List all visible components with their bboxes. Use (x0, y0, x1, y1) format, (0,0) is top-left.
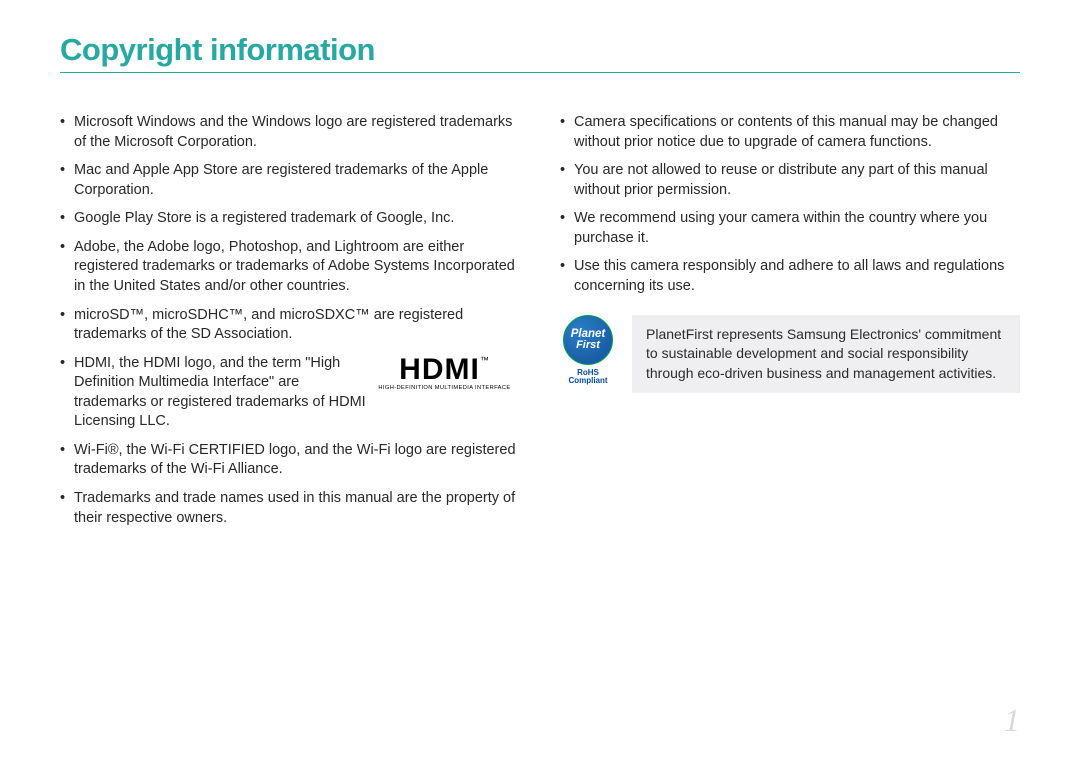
list-item: Camera specifications or contents of thi… (560, 113, 1020, 152)
list-item: Adobe, the Adobe logo, Photoshop, and Li… (60, 238, 520, 297)
list-item: Microsoft Windows and the Windows logo a… (60, 113, 520, 152)
badge-text-bottom: First (576, 340, 600, 350)
callout-text-box: PlanetFirst represents Samsung Electroni… (632, 315, 1020, 394)
badge-column: Planet First RoHS Compliant (560, 315, 616, 394)
list-item: Use this camera responsibly and adhere t… (560, 257, 1020, 296)
rohs-line2: Compliant (568, 377, 607, 386)
page: Copyright information Microsoft Windows … (0, 0, 1080, 577)
left-column: Microsoft Windows and the Windows logo a… (60, 113, 520, 537)
rohs-label: RoHS Compliant (568, 369, 607, 387)
list-item-hdmi: HDMI, the HDMI logo, and the term "High … (60, 354, 520, 432)
list-item: Trademarks and trade names used in this … (60, 489, 520, 528)
page-title: Copyright information (60, 32, 1020, 73)
planetfirst-badge-icon: Planet First (563, 315, 613, 365)
list-item: microSD™, microSDHC™, and microSDXC™ are… (60, 306, 520, 345)
page-number: 1 (1004, 702, 1020, 739)
list-item: Google Play Store is a registered tradem… (60, 209, 520, 229)
list-item: Wi-Fi®, the Wi-Fi CERTIFIED logo, and th… (60, 441, 520, 480)
hdmi-text: HDMI, the HDMI logo, and the term "High … (74, 354, 374, 432)
right-column: Camera specifications or contents of thi… (560, 113, 1020, 537)
hdmi-logo-main: HDMI™ (367, 356, 522, 383)
hdmi-logo-sub: HIGH-DEFINITION MULTIMEDIA INTERFACE (367, 385, 522, 393)
list-item: We recommend using your camera within th… (560, 209, 1020, 248)
left-bullet-list: Microsoft Windows and the Windows logo a… (60, 113, 520, 528)
list-item: Mac and Apple App Store are registered t… (60, 161, 520, 200)
right-bullet-list: Camera specifications or contents of thi… (560, 113, 1020, 297)
list-item: You are not allowed to reuse or distribu… (560, 161, 1020, 200)
hdmi-logo-icon: HDMI™ HIGH-DEFINITION MULTIMEDIA INTERFA… (367, 356, 522, 393)
content-columns: Microsoft Windows and the Windows logo a… (60, 113, 1020, 537)
planetfirst-callout: Planet First RoHS Compliant PlanetFirst … (560, 315, 1020, 394)
